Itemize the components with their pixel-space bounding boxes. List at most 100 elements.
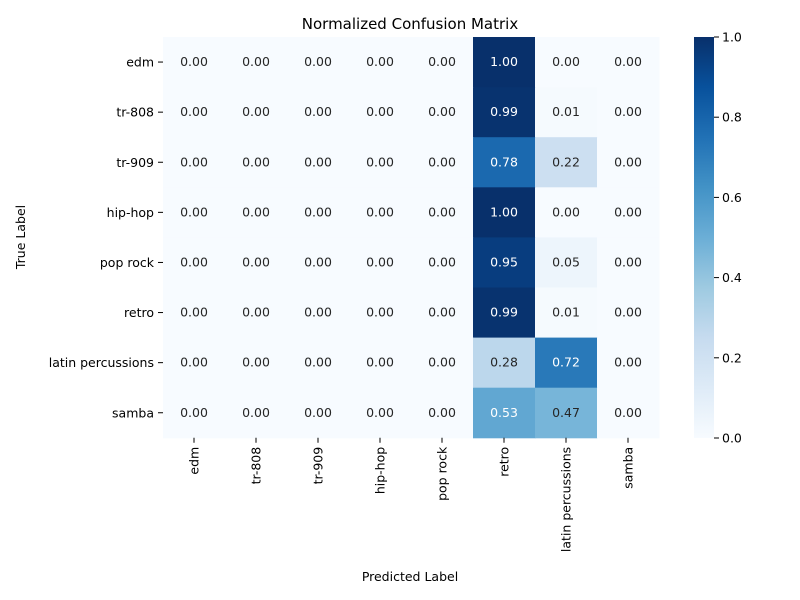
colorbar: 0.0 0.2 0.4 0.6 0.8 1.0 bbox=[694, 30, 742, 446]
cell-value-label: 0.00 bbox=[304, 54, 332, 69]
cell-value-label: 0.53 bbox=[490, 405, 518, 420]
x-tick-label: retro bbox=[497, 447, 512, 477]
cell-value-label: 0.00 bbox=[366, 154, 394, 169]
cell-value-label: 0.00 bbox=[180, 154, 208, 169]
x-tick-label: pop rock bbox=[435, 446, 450, 501]
heatmap-cell bbox=[163, 337, 226, 389]
y-tick-label: pop rock bbox=[100, 255, 155, 270]
heatmap-cell bbox=[597, 337, 660, 389]
heatmap-cell bbox=[225, 237, 288, 288]
x-tick-label: tr-808 bbox=[249, 447, 264, 485]
heatmap-cell bbox=[163, 187, 226, 238]
cell-value-label: 0.00 bbox=[180, 204, 208, 219]
heatmap-cell bbox=[163, 237, 226, 288]
cell-value-label: 0.00 bbox=[242, 54, 270, 69]
cell-value-label: 0.00 bbox=[242, 254, 270, 269]
chart-title: Normalized Confusion Matrix bbox=[302, 15, 519, 33]
heatmap-cell bbox=[473, 387, 536, 439]
heatmap-cell bbox=[473, 287, 536, 339]
heatmap-cell bbox=[473, 137, 536, 188]
heatmap-cell bbox=[411, 37, 474, 88]
cell-value-label: 0.00 bbox=[366, 204, 394, 219]
heatmap-cell bbox=[535, 337, 598, 389]
heatmap-cell bbox=[597, 87, 660, 138]
heatmap-cell bbox=[411, 287, 474, 339]
heatmap-cell bbox=[597, 37, 660, 88]
x-axis: edm tr-808 tr-909 hip-hop pop rock retro latin… bbox=[187, 437, 636, 552]
heatmap-cell bbox=[411, 137, 474, 188]
heatmap-cell bbox=[411, 387, 474, 439]
cell-value-label: 0.47 bbox=[552, 405, 580, 420]
heatmap-cell bbox=[597, 237, 660, 288]
heatmap-cell bbox=[535, 137, 598, 188]
cell-value-label: 0.00 bbox=[614, 54, 642, 69]
heatmap-cell bbox=[163, 137, 226, 188]
heatmap-cells bbox=[163, 37, 660, 439]
cell-value-label: 0.00 bbox=[552, 54, 580, 69]
heatmap-cell bbox=[535, 187, 598, 238]
heatmap-cell bbox=[163, 287, 226, 339]
heatmap-cell bbox=[225, 287, 288, 339]
cell-value-label: 0.00 bbox=[304, 104, 332, 119]
colorbar-tick-label: 0.4 bbox=[722, 270, 742, 285]
cell-value-label: 0.99 bbox=[490, 305, 518, 320]
x-tick-label: latin percussions bbox=[559, 447, 574, 552]
heatmap-cell bbox=[535, 87, 598, 138]
heatmap-cell bbox=[411, 237, 474, 288]
heatmap-cell bbox=[287, 37, 350, 88]
heatmap-cell bbox=[411, 187, 474, 238]
colorbar-tick-label: 0.8 bbox=[722, 110, 742, 125]
cell-value-label: 0.00 bbox=[180, 104, 208, 119]
cell-value-label: 0.99 bbox=[490, 104, 518, 119]
heatmap-cell bbox=[473, 187, 536, 238]
cell-value-label: 0.05 bbox=[552, 254, 580, 269]
colorbar-ticks: 0.0 0.2 0.4 0.6 0.8 1.0 bbox=[714, 30, 742, 446]
heatmap-cell bbox=[287, 237, 350, 288]
heatmap-cell bbox=[287, 337, 350, 389]
cell-value-label: 0.00 bbox=[242, 104, 270, 119]
heatmap-cell bbox=[597, 187, 660, 238]
heatmap-cell bbox=[349, 337, 412, 389]
cell-value-label: 0.00 bbox=[304, 305, 332, 320]
cell-value-label: 0.00 bbox=[180, 405, 208, 420]
x-tick-label: edm bbox=[187, 447, 202, 475]
y-axis-label: True Label bbox=[13, 205, 28, 270]
cell-value-label: 0.00 bbox=[614, 355, 642, 370]
cell-value-label: 0.00 bbox=[180, 355, 208, 370]
cell-value-label: 0.00 bbox=[428, 305, 456, 320]
cell-value-label: 0.00 bbox=[366, 54, 394, 69]
y-tick-label: edm bbox=[126, 55, 154, 70]
heatmap-cell bbox=[473, 237, 536, 288]
heatmap-cell bbox=[473, 337, 536, 389]
cell-value-label: 0.00 bbox=[242, 154, 270, 169]
heatmap-cell bbox=[287, 87, 350, 138]
heatmap-cell bbox=[163, 387, 226, 439]
heatmap-cell bbox=[349, 187, 412, 238]
heatmap-cell bbox=[349, 87, 412, 138]
heatmap-cell bbox=[349, 237, 412, 288]
cell-value-label: 0.00 bbox=[366, 254, 394, 269]
x-tick-label: hip-hop bbox=[373, 447, 388, 494]
cell-value-label: 0.00 bbox=[242, 305, 270, 320]
cell-value-label: 0.00 bbox=[428, 54, 456, 69]
heatmap-cell bbox=[349, 37, 412, 88]
y-tick-label: tr-909 bbox=[116, 155, 154, 170]
heatmap-cell bbox=[349, 137, 412, 188]
cell-value-label: 0.00 bbox=[428, 254, 456, 269]
heatmap-cell bbox=[411, 87, 474, 138]
heatmap-cell bbox=[535, 387, 598, 439]
cell-value-label: 0.00 bbox=[552, 204, 580, 219]
heatmap-cell bbox=[287, 287, 350, 339]
y-tick-label: samba bbox=[112, 405, 154, 420]
colorbar-tick-label: 0.0 bbox=[722, 431, 742, 446]
x-axis-label: Predicted Label bbox=[362, 569, 458, 584]
y-tick-label: hip-hop bbox=[107, 205, 154, 220]
cell-value-label: 0.00 bbox=[428, 355, 456, 370]
cell-value-label: 0.00 bbox=[614, 305, 642, 320]
cell-value-label: 0.00 bbox=[304, 254, 332, 269]
y-tick-label: tr-808 bbox=[116, 105, 154, 120]
heatmap-cell bbox=[287, 387, 350, 439]
cell-value-label: 0.00 bbox=[428, 154, 456, 169]
cell-value-label: 0.01 bbox=[552, 104, 580, 119]
